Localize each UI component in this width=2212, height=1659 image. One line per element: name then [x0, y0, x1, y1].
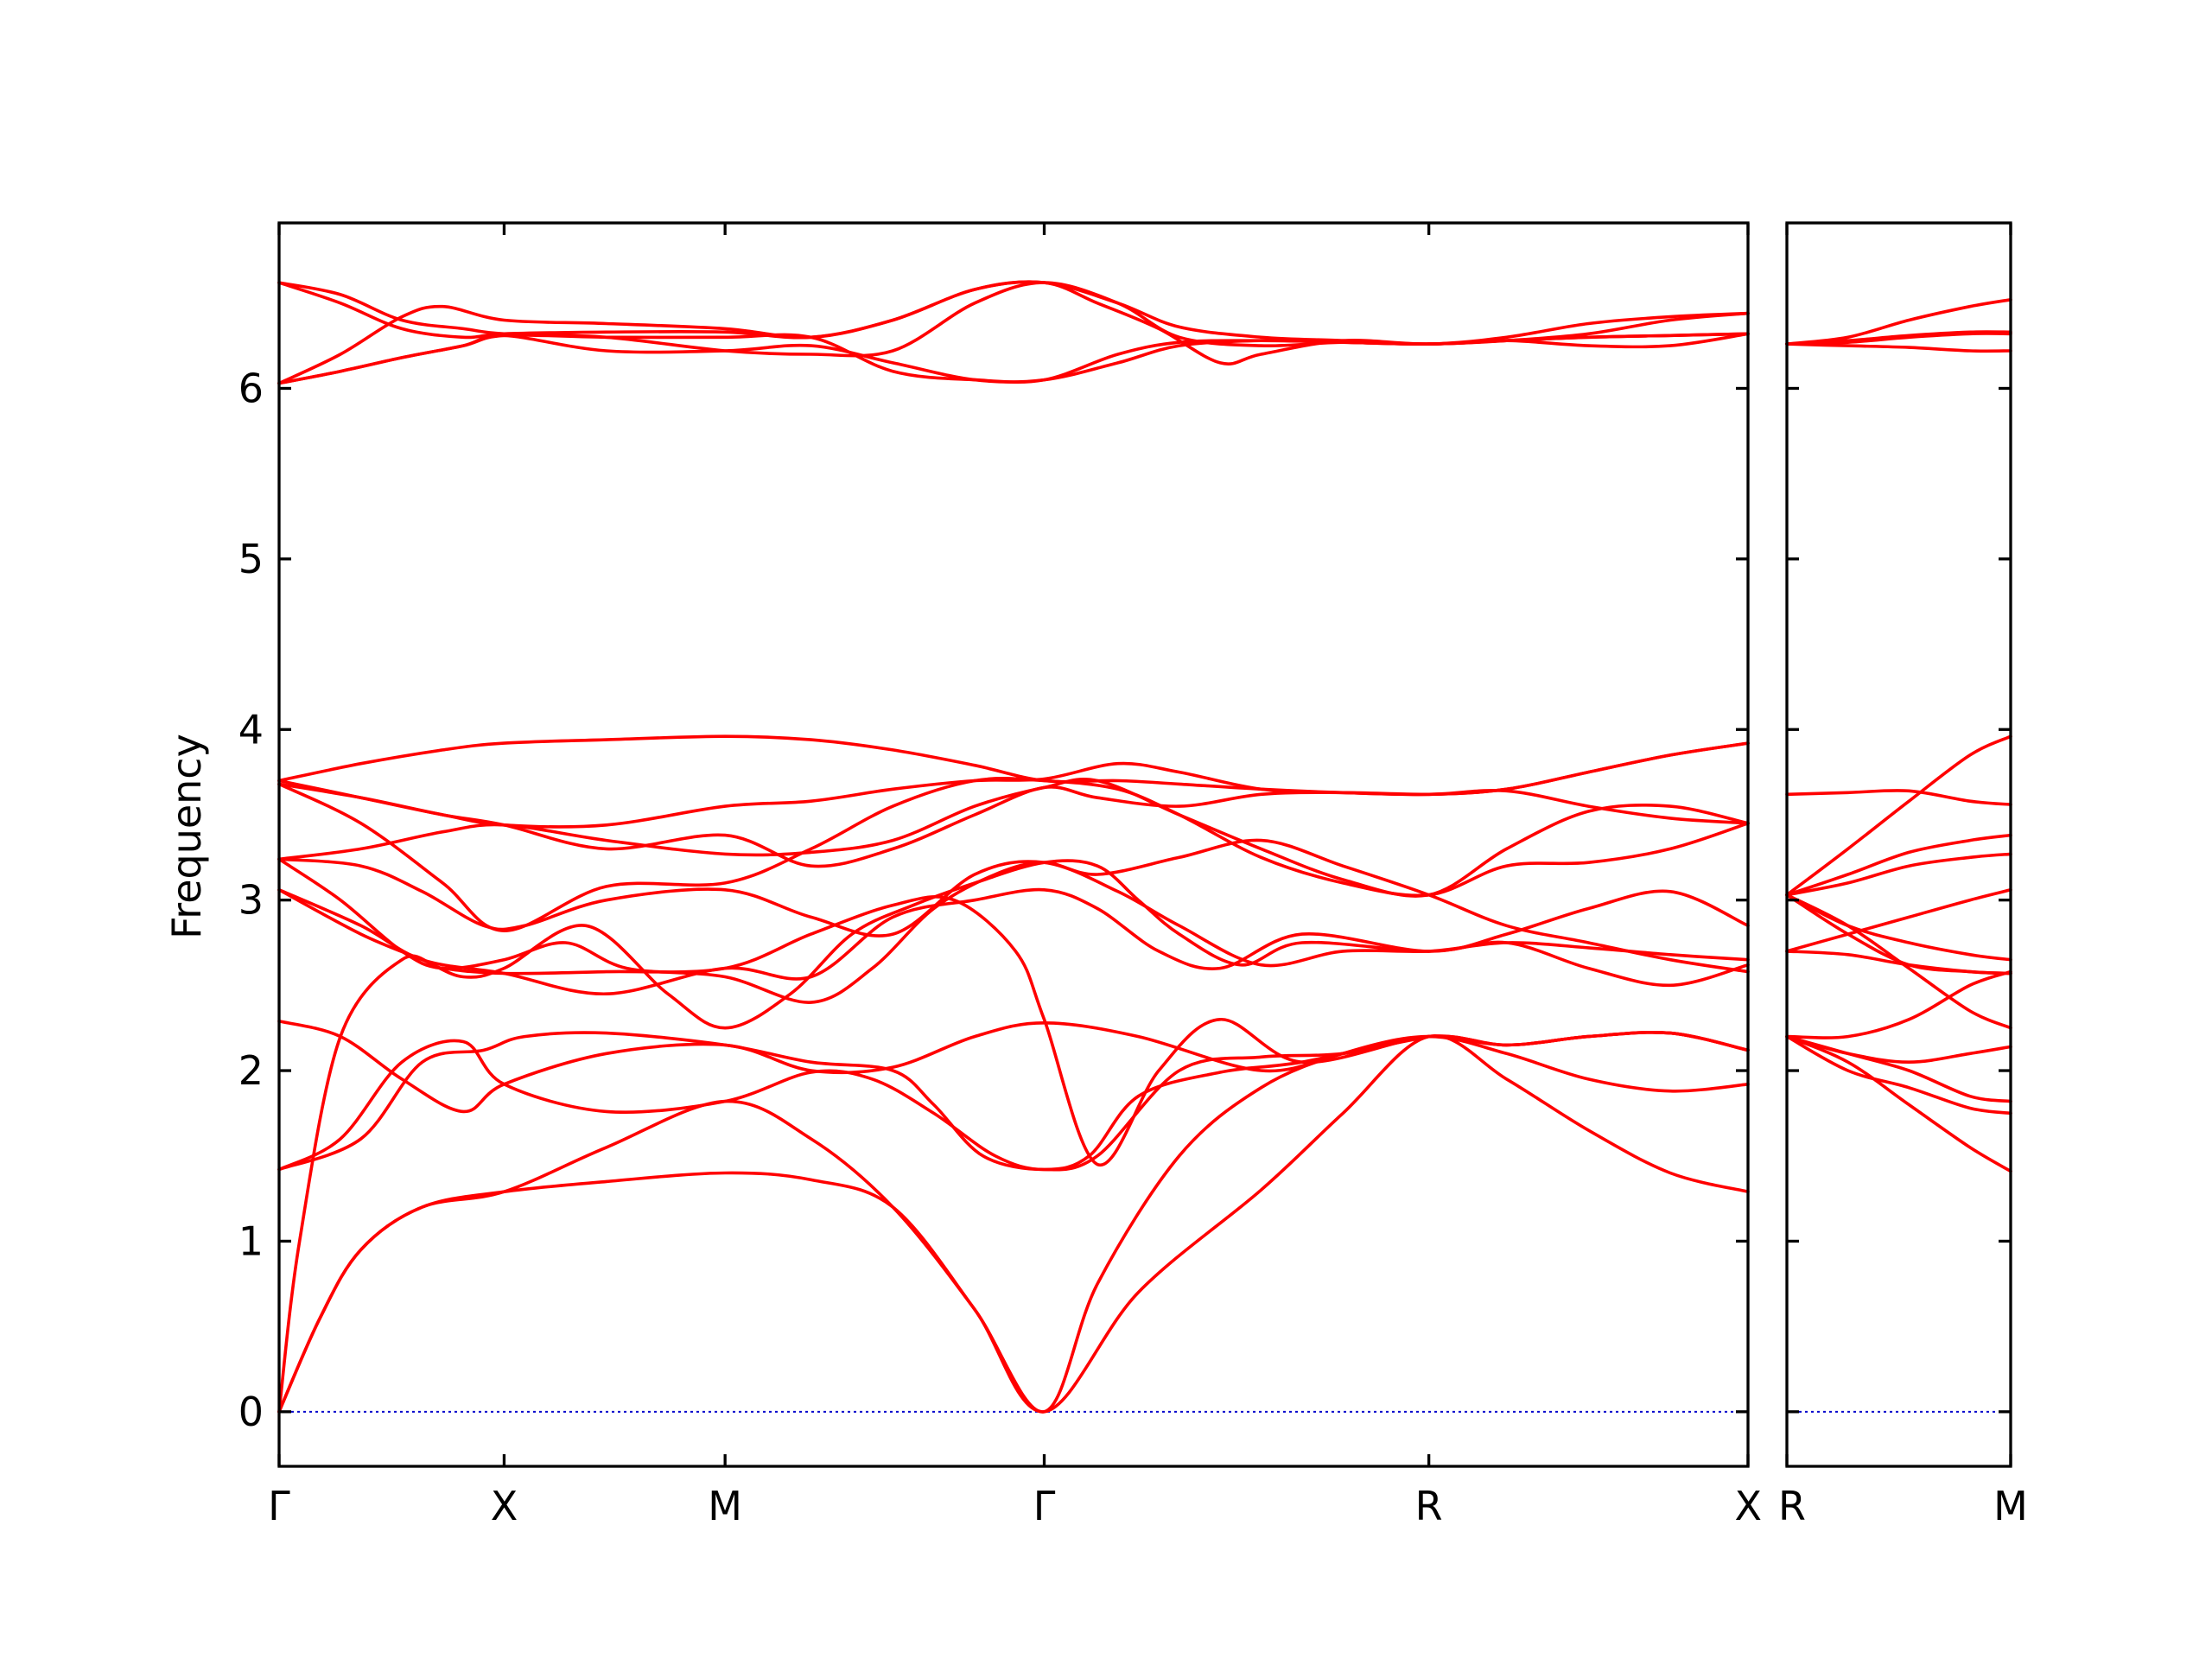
- band-line-5: [277, 1020, 1431, 1114]
- kpoint-label: X: [491, 1483, 518, 1529]
- kpoint-label: Γ: [268, 1483, 290, 1529]
- band-line-8: [277, 838, 1750, 1004]
- band-line-10: [1785, 852, 2012, 897]
- band-line-1: [1785, 1034, 2012, 1116]
- band-line-4: [1785, 969, 2012, 1039]
- band-line-8: [1785, 893, 2012, 1030]
- band-line-1: [277, 1034, 1750, 1414]
- plot-frame: [1785, 221, 2012, 1468]
- band-line-16: [1785, 332, 2012, 346]
- band-line-9: [1785, 893, 2012, 962]
- band-line-18: [277, 281, 1750, 358]
- y-tick-label: 1: [238, 1217, 264, 1264]
- band-line-11: [277, 777, 1750, 933]
- band-line-7: [1785, 893, 2012, 976]
- band-line-19: [277, 280, 1750, 385]
- y-tick-label: 6: [238, 365, 264, 411]
- band-line-7: [277, 887, 1750, 996]
- kpoint-label: M: [1993, 1483, 2028, 1529]
- y-tick-label: 0: [238, 1389, 264, 1435]
- band-line-17: [1785, 342, 2012, 353]
- band-line-4: [277, 1030, 1750, 1172]
- kpoint-label: R: [1415, 1483, 1443, 1529]
- band-line-14: [277, 734, 1750, 797]
- band-panel-main: 0 1 2 3 4 5 6 Γ X M Γ R X: [238, 221, 1762, 1529]
- kpoint-label: X: [1734, 1483, 1762, 1529]
- band-line-6: [1785, 888, 2012, 953]
- y-axis-label: Frequency: [163, 734, 210, 939]
- band-line-12: [1785, 734, 2012, 897]
- y-tick-label: 3: [238, 877, 264, 924]
- plot-frame: [277, 221, 1750, 1468]
- band-line-0: [1785, 1034, 2012, 1173]
- kpoint-label: R: [1778, 1483, 1806, 1529]
- y-tick-label: 4: [238, 706, 264, 753]
- band-line-11: [1785, 833, 2012, 897]
- y-tick-label: 5: [238, 536, 264, 582]
- kpoint-label: Γ: [1033, 1483, 1056, 1529]
- band-line-0: [277, 1034, 1750, 1414]
- y-tick-label: 2: [238, 1047, 264, 1094]
- band-line-13: [1785, 789, 2012, 806]
- band-line-3: [277, 1030, 1750, 1172]
- kpoint-label: M: [708, 1483, 742, 1529]
- band-line-3: [1785, 1034, 2012, 1064]
